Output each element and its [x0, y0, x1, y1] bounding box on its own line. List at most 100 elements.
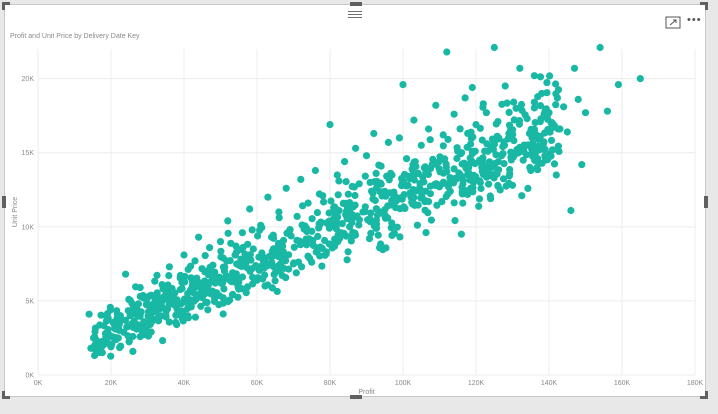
data-point[interactable]: [443, 48, 451, 56]
data-point[interactable]: [505, 172, 513, 180]
data-point[interactable]: [246, 251, 254, 259]
data-point[interactable]: [388, 231, 396, 239]
data-point[interactable]: [232, 248, 241, 256]
data-point[interactable]: [596, 43, 604, 52]
data-point[interactable]: [125, 338, 133, 346]
data-point[interactable]: [476, 124, 484, 132]
data-point[interactable]: [399, 81, 407, 89]
data-point[interactable]: [195, 233, 203, 241]
data-point[interactable]: [352, 144, 360, 152]
data-point[interactable]: [432, 101, 440, 109]
data-point[interactable]: [536, 102, 545, 110]
data-point[interactable]: [148, 318, 156, 326]
data-point[interactable]: [132, 308, 140, 316]
data-point[interactable]: [553, 94, 562, 102]
resize-handle-bottom-left-v[interactable]: [2, 391, 5, 399]
data-point[interactable]: [479, 103, 487, 111]
data-point[interactable]: [198, 294, 206, 302]
data-point[interactable]: [501, 82, 509, 90]
data-point[interactable]: [379, 246, 387, 254]
data-point[interactable]: [372, 169, 380, 177]
data-point[interactable]: [503, 99, 511, 107]
data-point[interactable]: [231, 278, 239, 286]
data-point[interactable]: [247, 256, 255, 264]
data-point[interactable]: [396, 233, 404, 241]
data-point[interactable]: [313, 209, 321, 217]
data-point[interactable]: [534, 135, 543, 143]
data-point[interactable]: [321, 236, 329, 245]
data-point[interactable]: [203, 298, 211, 306]
data-point[interactable]: [550, 160, 559, 168]
resize-handle-bottom[interactable]: [350, 395, 362, 399]
data-point[interactable]: [297, 175, 305, 183]
data-point[interactable]: [461, 94, 469, 102]
data-point[interactable]: [486, 192, 494, 200]
data-point[interactable]: [536, 73, 545, 81]
data-point[interactable]: [304, 199, 312, 207]
data-point[interactable]: [178, 307, 186, 315]
data-point[interactable]: [538, 145, 546, 153]
data-point[interactable]: [249, 273, 257, 281]
scatter-visual-container[interactable]: ••• Profit and Unit Price by Delivery Da…: [4, 4, 706, 397]
data-point[interactable]: [269, 231, 277, 239]
data-point[interactable]: [426, 136, 434, 144]
data-point[interactable]: [492, 120, 500, 128]
data-point[interactable]: [103, 339, 111, 347]
data-point[interactable]: [429, 155, 437, 163]
data-point[interactable]: [547, 136, 556, 144]
data-point[interactable]: [334, 191, 342, 199]
data-point[interactable]: [249, 280, 257, 288]
data-point[interactable]: [395, 134, 403, 142]
data-point[interactable]: [129, 347, 137, 355]
data-point[interactable]: [385, 176, 393, 184]
data-point[interactable]: [563, 128, 571, 136]
data-point[interactable]: [412, 162, 420, 170]
data-point[interactable]: [490, 140, 498, 148]
data-point[interactable]: [486, 162, 494, 170]
data-point[interactable]: [298, 263, 306, 271]
data-point[interactable]: [453, 154, 461, 163]
data-point[interactable]: [204, 306, 212, 314]
focus-mode-icon[interactable]: [665, 16, 681, 30]
data-point[interactable]: [581, 109, 590, 117]
data-point[interactable]: [196, 283, 204, 291]
data-point[interactable]: [507, 153, 515, 161]
data-point[interactable]: [392, 193, 400, 201]
data-point[interactable]: [192, 294, 200, 302]
data-point[interactable]: [379, 191, 388, 199]
data-point[interactable]: [518, 106, 526, 115]
data-point[interactable]: [300, 225, 308, 233]
data-point[interactable]: [343, 256, 351, 264]
data-point[interactable]: [475, 195, 484, 203]
data-point[interactable]: [140, 323, 148, 331]
data-point[interactable]: [460, 189, 468, 197]
data-point[interactable]: [282, 184, 290, 192]
data-point[interactable]: [552, 171, 560, 179]
data-point[interactable]: [239, 243, 247, 252]
data-point[interactable]: [502, 182, 510, 190]
data-point[interactable]: [316, 243, 324, 251]
data-point[interactable]: [560, 103, 568, 111]
data-point[interactable]: [377, 240, 385, 248]
data-point[interactable]: [530, 145, 539, 153]
data-point[interactable]: [516, 64, 524, 72]
data-point[interactable]: [153, 296, 161, 305]
data-point[interactable]: [499, 150, 507, 158]
data-point[interactable]: [95, 348, 103, 356]
data-point[interactable]: [326, 121, 334, 129]
data-point[interactable]: [187, 286, 195, 294]
data-point[interactable]: [132, 283, 140, 291]
data-point[interactable]: [333, 171, 341, 179]
data-point[interactable]: [528, 134, 536, 142]
data-point[interactable]: [91, 327, 99, 336]
data-point[interactable]: [163, 305, 172, 313]
data-point[interactable]: [510, 98, 518, 106]
data-point[interactable]: [603, 107, 612, 115]
data-point[interactable]: [384, 214, 392, 222]
data-point[interactable]: [477, 184, 485, 193]
data-point[interactable]: [351, 231, 360, 239]
data-point[interactable]: [544, 156, 552, 164]
data-point[interactable]: [384, 138, 392, 146]
data-point[interactable]: [261, 271, 269, 279]
data-point[interactable]: [217, 279, 226, 287]
